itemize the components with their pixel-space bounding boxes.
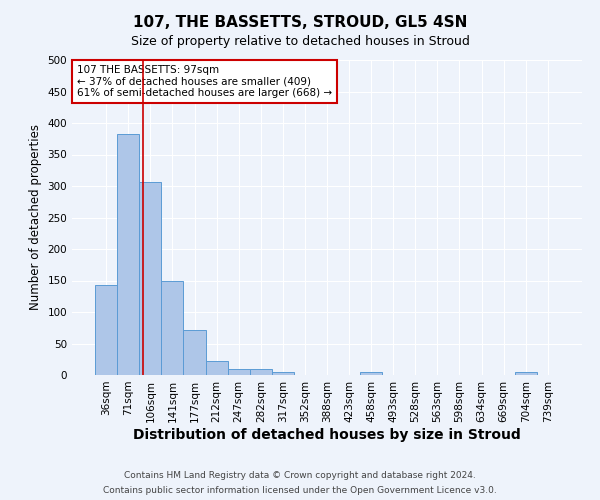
Text: Contains public sector information licensed under the Open Government Licence v3: Contains public sector information licen…: [103, 486, 497, 495]
Bar: [227, 368, 250, 375]
Bar: [161, 281, 184, 375]
Text: 107 THE BASSETTS: 97sqm
← 37% of detached houses are smaller (409)
61% of semi-d: 107 THE BASSETTS: 97sqm ← 37% of detache…: [77, 64, 332, 98]
Bar: [95, 285, 117, 375]
Text: Contains HM Land Registry data © Crown copyright and database right 2024.: Contains HM Land Registry data © Crown c…: [124, 471, 476, 480]
Bar: [206, 360, 227, 375]
X-axis label: Distribution of detached houses by size in Stroud: Distribution of detached houses by size …: [133, 428, 521, 442]
Text: 107, THE BASSETTS, STROUD, GL5 4SN: 107, THE BASSETTS, STROUD, GL5 4SN: [133, 15, 467, 30]
Bar: [272, 372, 294, 375]
Bar: [117, 134, 139, 375]
Bar: [515, 372, 537, 375]
Y-axis label: Number of detached properties: Number of detached properties: [29, 124, 42, 310]
Bar: [184, 330, 206, 375]
Bar: [250, 368, 272, 375]
Bar: [360, 372, 382, 375]
Text: Size of property relative to detached houses in Stroud: Size of property relative to detached ho…: [131, 35, 469, 48]
Bar: [139, 182, 161, 375]
